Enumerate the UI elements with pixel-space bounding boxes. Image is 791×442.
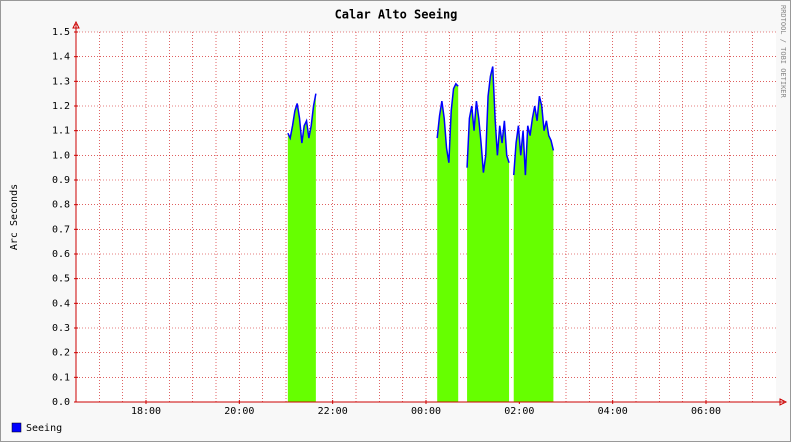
- y-tick-label: 1.5: [52, 27, 70, 38]
- chart-title: Calar Alto Seeing: [335, 8, 458, 22]
- y-tick-label: 1.0: [52, 150, 70, 161]
- y-tick-label: 0.8: [52, 200, 70, 211]
- y-axis-label: Arc Seconds: [9, 184, 20, 250]
- y-tick-label: 1.3: [52, 76, 70, 87]
- x-tick-label: 02:00: [504, 406, 534, 417]
- y-tick-label: 1.4: [52, 52, 70, 63]
- y-tick-label: 0.7: [52, 224, 70, 235]
- y-tick-label: 0.1: [52, 372, 70, 383]
- x-tick-label: 22:00: [318, 406, 348, 417]
- x-tick-label: 04:00: [598, 406, 628, 417]
- y-tick-label: 0.0: [52, 397, 70, 408]
- line: [287, 66, 555, 176]
- x-tick-label: 20:00: [224, 406, 254, 417]
- x-tick-label: 00:00: [411, 406, 441, 417]
- y-tick-label: 0.3: [52, 323, 70, 334]
- y-tick-label: 1.2: [52, 101, 70, 112]
- x-tick-label: 06:00: [691, 406, 721, 417]
- y-tick-label: 1.1: [52, 126, 70, 137]
- legend-swatch: [11, 422, 22, 433]
- legend-label: Seeing: [26, 423, 62, 434]
- y-axis-arrow: [72, 20, 80, 29]
- y-tick-label: 0.5: [52, 274, 70, 285]
- plot-area: [76, 32, 776, 402]
- watermark: RRDTOOL / TOBI OETIKER: [779, 5, 787, 99]
- x-axis-arrow: [779, 398, 788, 406]
- y-tick-label: 0.2: [52, 348, 70, 359]
- area: [287, 66, 554, 403]
- y-tick-label: 0.6: [52, 249, 70, 260]
- y-tick-label: 0.4: [52, 298, 70, 309]
- y-tick-label: 0.9: [52, 175, 70, 186]
- x-tick-label: 18:00: [131, 406, 161, 417]
